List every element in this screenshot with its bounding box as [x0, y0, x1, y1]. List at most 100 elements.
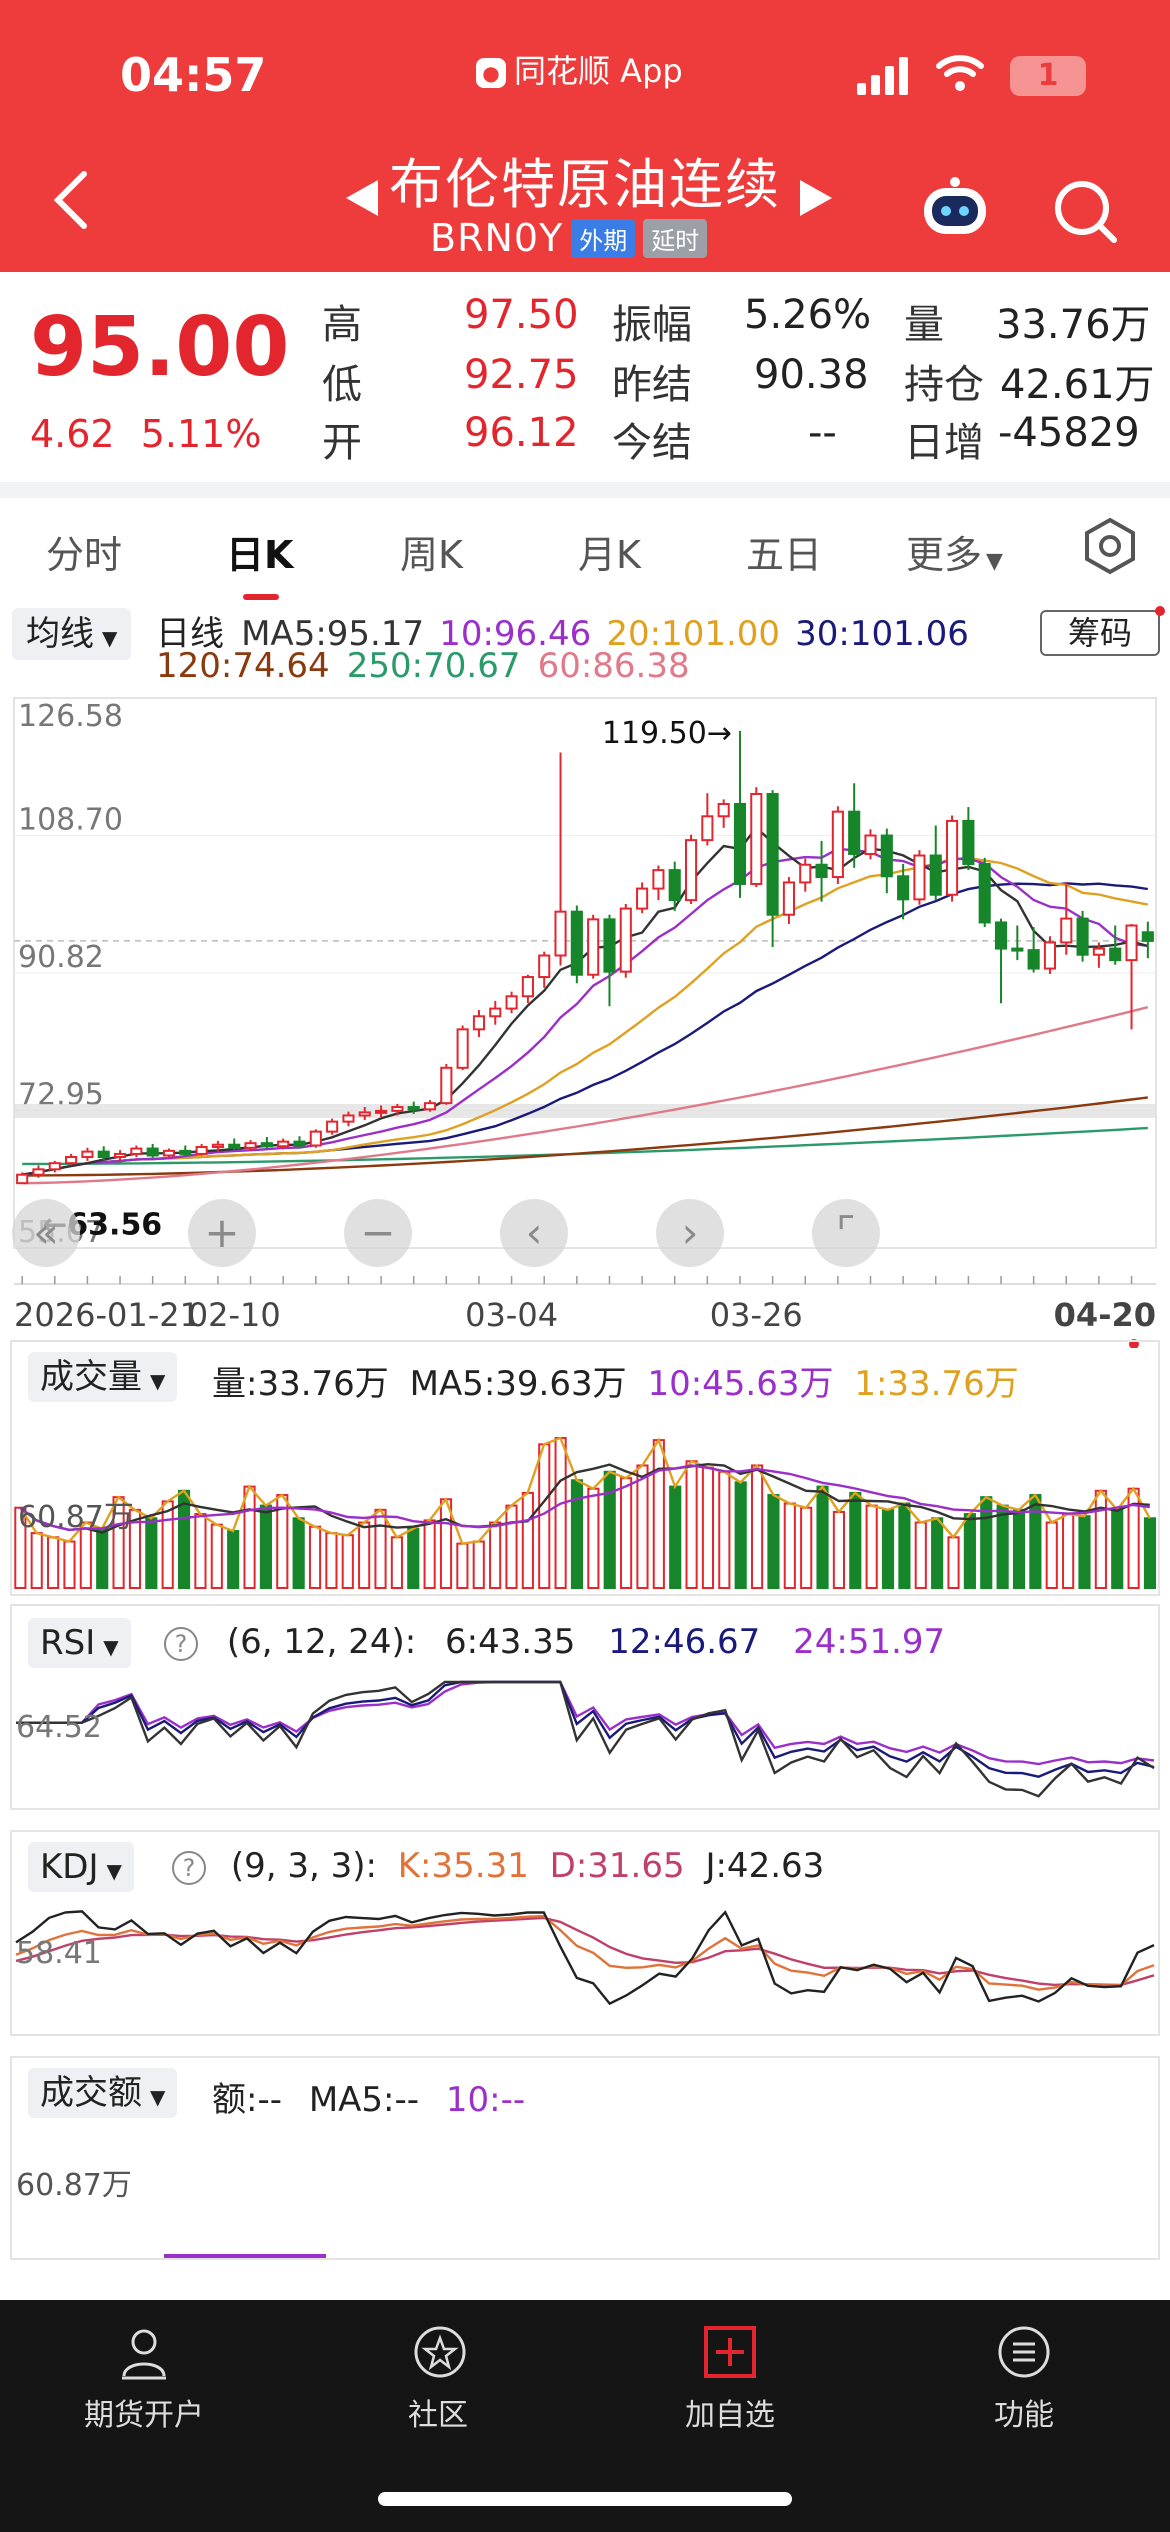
amount-ma5: MA5:-- [308, 2080, 420, 2120]
candle-body [162, 1149, 176, 1157]
volume-bar [1078, 1515, 1091, 1589]
prev-contract-arrow[interactable] [346, 180, 378, 216]
nav-community[interactable]: 社区 [338, 2322, 538, 2434]
back-chevron-icon[interactable] [50, 170, 90, 230]
candle-body [946, 819, 959, 896]
caret-down-icon: ▼ [150, 1369, 166, 1393]
nav-add-watchlist-label: 加自选 [685, 2398, 775, 2433]
nav-functions-label: 功能 [994, 2398, 1054, 2433]
volume-bar [603, 1470, 616, 1589]
settings-hexagon-icon[interactable] [1080, 516, 1140, 576]
tab-weekly-k[interactable]: 周K [400, 533, 463, 577]
candle-body [587, 918, 600, 976]
period-tabs: 分时 日K 周K 月K 五日 更多 ▼ [0, 510, 1170, 600]
search-icon[interactable] [1050, 176, 1120, 246]
candlestick-chart[interactable]: 126.58108.7090.8272.9555.07119.50→←63.56… [0, 688, 1170, 1348]
chart-control-zoom-out-icon: − [360, 1208, 395, 1257]
nav-open-account-label: 期货开户 [84, 2398, 204, 2433]
instrument-name: 布伦特原油连续 [389, 153, 781, 216]
kdj-axis-label: 58.41 [16, 1936, 102, 1971]
candle-body [260, 1142, 273, 1148]
volume-panel: 成交量 ▼ 量:33.76万 MA5:39.63万 10:45.63万 1:33.… [10, 1340, 1160, 1596]
x-axis-tick-label: 03-26 [710, 1296, 803, 1334]
volume-label: 量 [904, 302, 944, 348]
volume-ma5-line [19, 1462, 1150, 1534]
candle-body [864, 834, 877, 855]
indicator-dropdown[interactable]: 均线 ▼ [12, 608, 132, 660]
tab-daily-k[interactable]: 日K [226, 533, 294, 577]
nav-add-watchlist[interactable]: 加自选 [630, 2322, 830, 2434]
volume-bar [407, 1527, 420, 1589]
amount-dropdown-label: 成交额 [40, 2073, 142, 2113]
amount-axis-label: 60.87万 [16, 2168, 132, 2203]
rsi24-line [16, 1680, 1155, 1766]
price-change: 4.62 5.11% [30, 412, 261, 456]
help-icon[interactable]: ? [172, 1850, 206, 1885]
volume-ma1-line [19, 1436, 1151, 1545]
candle-body [211, 1143, 224, 1149]
candle-body [1060, 917, 1073, 944]
candle-body [929, 854, 942, 896]
volume-legend: 量:33.76万 MA5:39.63万 10:45.63万 1:33.76万 [212, 1356, 1019, 1405]
candle-body [65, 1156, 78, 1165]
volume-bar [210, 1523, 223, 1590]
candle-body [309, 1130, 322, 1147]
next-contract-arrow[interactable] [800, 180, 832, 216]
volume-bar [996, 1504, 1009, 1589]
period-label: 日线 [156, 614, 224, 654]
candle-body [962, 819, 975, 865]
volume-bar [685, 1460, 698, 1590]
chip-distribution-button[interactable]: 筹码 [1040, 610, 1160, 656]
help-icon[interactable]: ? [164, 1626, 198, 1661]
last-price: 95.00 [30, 300, 290, 395]
amount-dropdown[interactable]: 成交额 ▼ [28, 2068, 178, 2118]
candle-body [815, 863, 828, 879]
candle-body [1109, 947, 1122, 962]
app-name: ● 同花顺 App [476, 46, 683, 92]
kdj-j-line [15, 1910, 1155, 2006]
tab-monthly-k[interactable]: 月K [578, 533, 641, 577]
volume-bar [1111, 1508, 1124, 1589]
open-interest-label: 持仓 [904, 362, 984, 408]
kdj-params: (9, 3, 3): [230, 1846, 377, 1886]
y-axis-tick-label: 126.58 [18, 699, 123, 734]
ai-assistant-robot-icon[interactable] [918, 176, 992, 242]
high-value: 97.50 [464, 292, 579, 338]
candle-body [195, 1146, 208, 1155]
notification-dot [1155, 606, 1165, 616]
volume-bar [1045, 1521, 1058, 1589]
rsi-dropdown[interactable]: RSI ▼ [28, 1618, 131, 1668]
volume-bar [734, 1481, 747, 1589]
x-axis-tick-label: 2026-01-21 [14, 1296, 200, 1334]
volume-dropdown[interactable]: 成交量 ▼ [28, 1352, 178, 1402]
volume-bar [701, 1466, 715, 1590]
volume-bar [570, 1479, 584, 1589]
ma-row-2: 120:74.64 250:70.67 60:86.38 [156, 646, 690, 686]
nav-open-account[interactable]: 期货开户 [44, 2322, 244, 2434]
volume-bar [800, 1506, 813, 1589]
x-axis-tick-label: 02-10 [188, 1296, 281, 1334]
volume-bar [1143, 1517, 1157, 1589]
volume-dropdown-label: 成交量 [40, 1357, 142, 1397]
amplitude-value: 5.26% [744, 292, 872, 338]
candle-body [505, 995, 518, 1010]
volume-value: 33.76万 [996, 302, 1151, 348]
candle-body [880, 834, 893, 878]
volume-bar [292, 1517, 305, 1589]
ma120-value: 120:74.64 [156, 646, 330, 686]
nav-functions[interactable]: 功能 [924, 2322, 1124, 2434]
candle-body [668, 869, 681, 902]
chart-control-zoom-in [188, 1199, 256, 1267]
tab-more[interactable]: 更多 ▼ [906, 524, 1003, 579]
volume-bar [718, 1470, 731, 1589]
caret-down-icon: ▼ [986, 549, 1003, 574]
tab-intraday[interactable]: 分时 [46, 533, 123, 577]
volume-bar [620, 1477, 633, 1589]
amount-value: 额:-- [212, 2080, 282, 2120]
volume-bar [63, 1540, 76, 1590]
volume-bar [1094, 1489, 1107, 1589]
tab-five-day[interactable]: 五日 [746, 533, 823, 577]
home-indicator[interactable] [378, 2492, 792, 2506]
amount-ma10: 10:-- [445, 2080, 526, 2120]
kdj-dropdown[interactable]: KDJ ▼ [28, 1842, 134, 1892]
